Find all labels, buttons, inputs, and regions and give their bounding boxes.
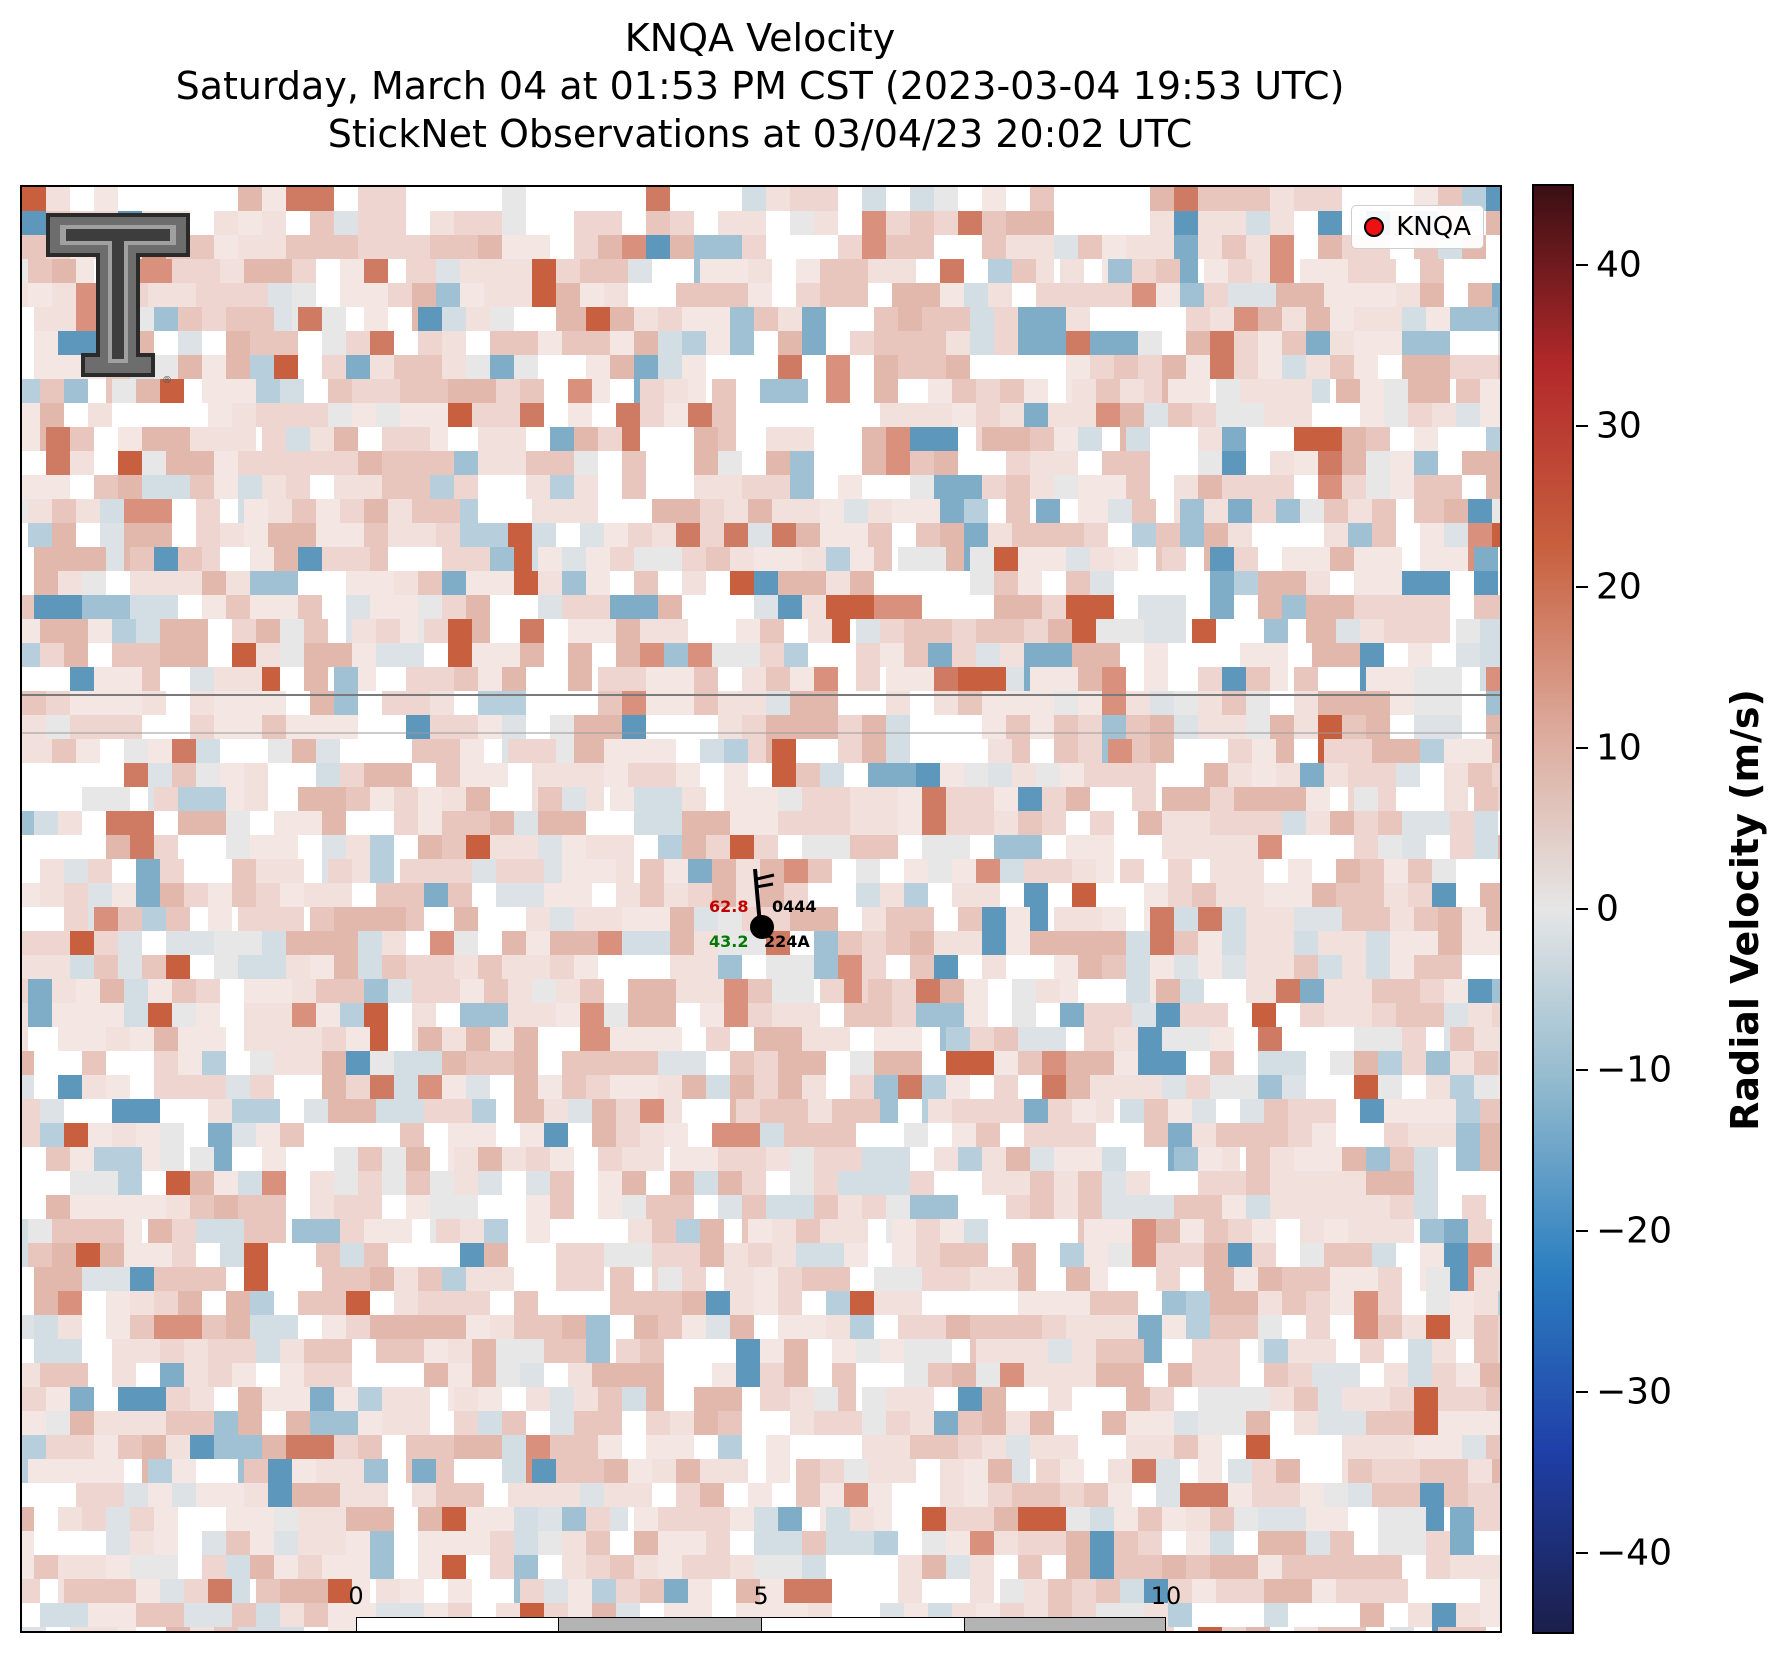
knqa-marker-icon (1364, 217, 1385, 237)
colorbar-title: Radial Velocity (m/s) (1723, 689, 1767, 1131)
colorbar-tick-mark (1576, 585, 1588, 588)
colorbar-tick-mark (1576, 1230, 1588, 1233)
colorbar-tick-label: −40 (1596, 1532, 1672, 1574)
logo-trademark: ® (162, 375, 172, 385)
map-title: KNQA Velocity Saturday, March 04 at 01:5… (0, 14, 1520, 158)
colorbar-tick-label: 20 (1596, 566, 1642, 608)
colorbar-tick-label: −20 (1596, 1210, 1672, 1252)
scale-bar: 0 5 10 km (348, 1582, 1181, 1631)
colorbar-tick-label: 30 (1596, 405, 1642, 447)
scale-segment (558, 1617, 762, 1631)
colorbar-tick-mark (1576, 908, 1588, 910)
colorbar-tick-label: −30 (1596, 1371, 1672, 1413)
title-line-1: KNQA Velocity (624, 16, 896, 60)
scale-segment (964, 1617, 1166, 1631)
scale-tick-10: 10 (1150, 1582, 1182, 1610)
colorbar-tick-label: 0 (1596, 888, 1619, 930)
colorbar-tick-mark (1576, 263, 1588, 266)
velocity-colorbar (1532, 184, 1574, 1634)
colorbar-tick-label: 40 (1596, 244, 1642, 286)
velocity-field (22, 187, 1500, 1631)
colorbar-tick-mark (1576, 1391, 1588, 1394)
title-line-3: StickNet Observations at 03/04/23 20:02 … (327, 112, 1193, 156)
scale-segment (761, 1617, 965, 1631)
texas-tech-logo-icon: ® (46, 213, 190, 385)
colorbar-tick-label: −10 (1596, 1049, 1672, 1091)
map-legend: KNQA (1351, 205, 1484, 249)
colorbar-tick-mark (1576, 1069, 1588, 1072)
scale-tick-0: 0 (348, 1582, 364, 1610)
colorbar-tick-mark (1576, 746, 1588, 749)
colorbar-tick-label: 10 (1596, 727, 1642, 769)
title-line-2: Saturday, March 04 at 01:53 PM CST (2023… (175, 64, 1345, 108)
radar-map[interactable]: ® KNQA 62.8 0444 43.2 224A 0 5 10 km (20, 185, 1502, 1633)
scale-tick-5: 5 (753, 1582, 769, 1610)
velocity-pixels (22, 187, 1500, 1631)
scale-segment (356, 1617, 559, 1631)
colorbar-tick-mark (1576, 424, 1588, 427)
legend-label: KNQA (1396, 212, 1471, 242)
colorbar-tick-mark (1576, 1552, 1588, 1555)
